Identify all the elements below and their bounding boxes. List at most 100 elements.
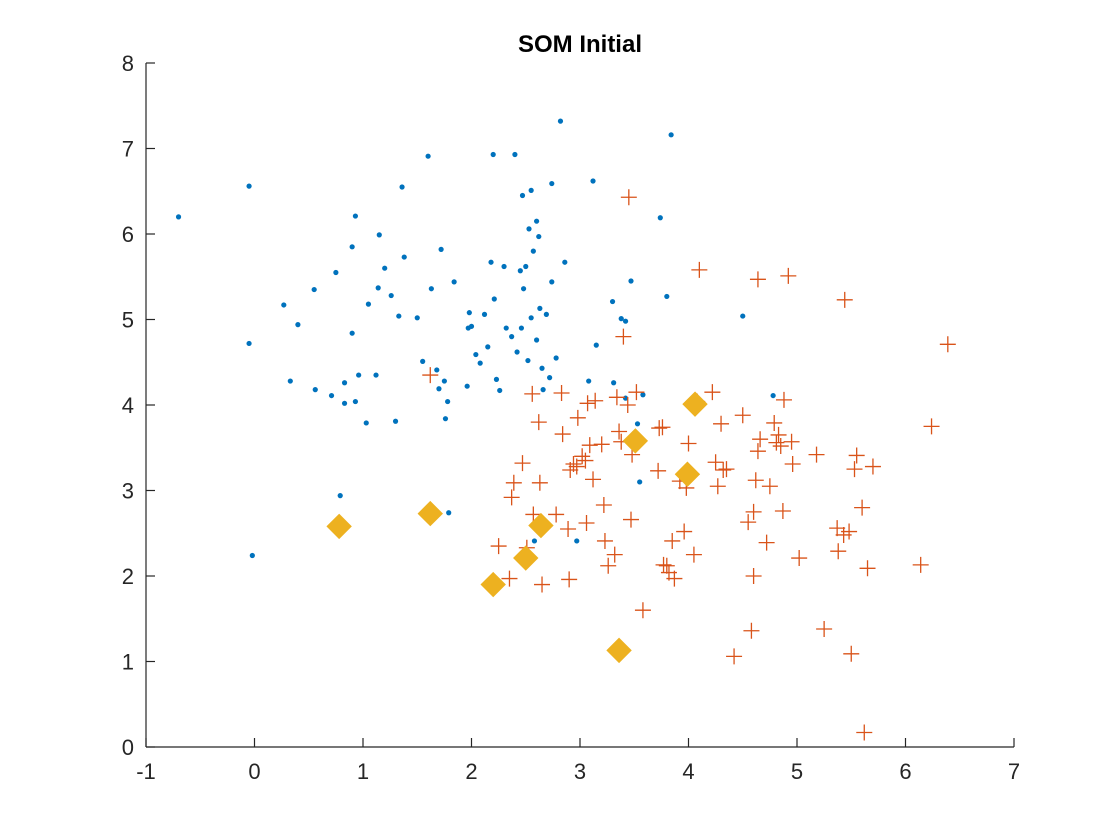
data-point — [349, 244, 355, 250]
data-point — [581, 437, 598, 454]
data-point — [553, 385, 570, 402]
data-point — [514, 349, 520, 355]
data-series — [175, 118, 956, 741]
data-point — [501, 570, 518, 587]
data-point — [586, 378, 592, 384]
data-point — [685, 546, 702, 563]
data-point — [537, 305, 543, 311]
data-point — [587, 392, 604, 409]
data-point — [611, 380, 617, 386]
data-point — [596, 532, 613, 549]
som-node — [528, 512, 554, 539]
data-point — [505, 474, 522, 491]
data-point — [676, 523, 693, 540]
som-node — [606, 637, 632, 664]
x-tick-label: 3 — [574, 759, 586, 784]
data-point — [466, 310, 472, 316]
data-point — [939, 336, 956, 353]
data-point — [425, 153, 431, 159]
series-plus — [422, 189, 956, 741]
data-point — [531, 474, 548, 491]
data-point — [490, 538, 507, 555]
data-point — [401, 254, 407, 260]
data-point — [530, 248, 536, 254]
som-node — [480, 571, 506, 598]
data-point — [657, 215, 663, 221]
data-point — [775, 391, 792, 408]
data-point — [574, 538, 580, 544]
data-point — [816, 621, 833, 638]
data-point — [530, 414, 547, 431]
som-node — [513, 545, 539, 571]
data-point — [373, 372, 379, 378]
data-point — [856, 724, 873, 741]
data-point — [549, 180, 555, 187]
data-point — [501, 263, 507, 270]
data-point — [547, 375, 553, 381]
data-point — [640, 392, 646, 398]
data-point — [606, 546, 623, 563]
data-point — [768, 434, 785, 451]
data-point — [740, 313, 746, 319]
data-point — [246, 183, 252, 189]
data-point — [438, 246, 444, 252]
data-point — [525, 357, 531, 364]
chart-title: SOM Initial — [518, 31, 642, 58]
data-point — [637, 479, 643, 485]
data-point — [554, 426, 571, 443]
x-tick-label: 6 — [899, 759, 911, 784]
som-node — [682, 391, 708, 417]
data-point — [503, 489, 520, 506]
x-tick-label: 1 — [357, 759, 369, 784]
data-point — [287, 378, 293, 384]
data-point — [523, 263, 529, 270]
data-point — [341, 380, 348, 386]
data-point — [650, 462, 667, 479]
data-point — [477, 360, 483, 366]
data-point — [568, 458, 585, 475]
data-point — [445, 398, 451, 405]
x-tick-label: -1 — [136, 759, 156, 784]
data-point — [376, 232, 382, 238]
data-point — [609, 298, 616, 305]
data-point — [664, 532, 681, 549]
x-tick-label: 5 — [791, 759, 803, 784]
data-point — [608, 389, 625, 406]
data-point — [841, 523, 858, 540]
data-point — [770, 426, 787, 443]
data-point — [442, 416, 449, 422]
data-point — [512, 151, 518, 158]
y-axis-ticks: 0 1 2 3 4 5 6 7 8 — [122, 51, 155, 760]
y-tick-label: 8 — [122, 51, 134, 76]
data-point — [830, 543, 847, 560]
data-point — [396, 313, 402, 319]
data-point — [420, 358, 426, 364]
data-point — [341, 400, 348, 406]
data-point — [517, 268, 523, 274]
data-point — [713, 415, 730, 432]
data-point — [528, 315, 534, 321]
data-point — [349, 330, 355, 336]
data-point — [485, 344, 491, 350]
data-point — [864, 458, 881, 475]
data-point — [912, 556, 929, 573]
data-point — [574, 448, 591, 465]
data-point — [780, 267, 797, 284]
data-point — [752, 431, 769, 448]
data-point — [328, 392, 335, 399]
data-point — [585, 471, 602, 488]
data-point — [365, 301, 372, 307]
data-point — [561, 571, 578, 588]
data-point — [422, 367, 439, 384]
data-point — [569, 409, 586, 426]
data-point — [526, 226, 532, 232]
data-point — [766, 414, 783, 431]
series-diamond — [326, 391, 708, 664]
x-tick-label: 7 — [1008, 759, 1020, 784]
data-point — [704, 384, 721, 401]
data-point — [534, 218, 540, 224]
data-point — [519, 192, 526, 199]
data-point — [549, 279, 555, 285]
